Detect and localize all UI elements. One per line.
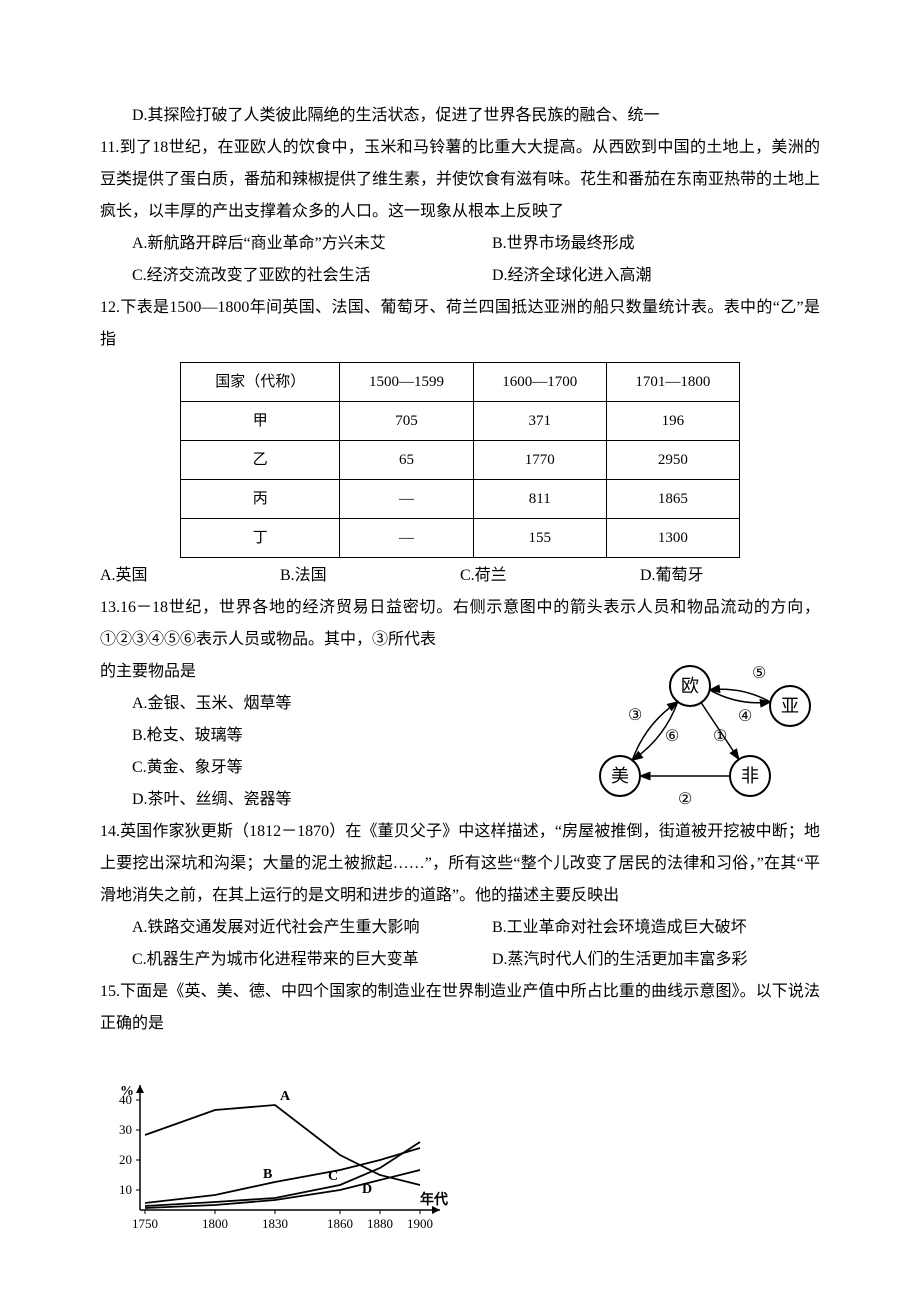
q13-option-c: C.黄金、象牙等: [100, 752, 550, 784]
svg-text:1800: 1800: [202, 1216, 228, 1231]
q12-option-d: D.葡萄牙: [640, 560, 820, 592]
q12-stem: 12.下表是1500—1800年间英国、法国、葡萄牙、荷兰四国抵达亚洲的船只数量…: [100, 292, 820, 356]
table-cell: —: [340, 519, 473, 558]
table-cell: 丁: [181, 519, 340, 558]
table-cell: —: [340, 480, 473, 519]
q14-stem: 14.英国作家狄更斯（1812－1870）在《董贝父子》中这样描述，“房屋被推倒…: [100, 816, 820, 912]
svg-text:1880: 1880: [367, 1216, 393, 1231]
table-cell: 乙: [181, 441, 340, 480]
q11-option-a: A.新航路开辟后“商业革命”方兴未艾: [100, 228, 460, 260]
svg-text:①: ①: [713, 728, 727, 745]
q13-option-b: B.枪支、玻璃等: [100, 720, 550, 752]
q12-th-3: 1701—1800: [606, 363, 739, 402]
q14-option-b: B.工业革命对社会环境造成巨大破坏: [460, 912, 820, 944]
table-cell: 1300: [606, 519, 739, 558]
q12-table: 国家（代称） 1500—1599 1600—1700 1701—1800 甲 7…: [180, 362, 740, 558]
q15-stem: 15.下面是《英、美、德、中四个国家的制造业在世界制造业产值中所占比重的曲线示意…: [100, 976, 820, 1040]
table-cell: 1770: [473, 441, 606, 480]
svg-text:年代: 年代: [420, 1191, 448, 1208]
q13-option-a: A.金银、玉米、烟草等: [100, 688, 550, 720]
table-cell: 2950: [606, 441, 739, 480]
table-cell: 1865: [606, 480, 739, 519]
svg-text:D: D: [362, 1182, 372, 1197]
q12-th-1: 1500—1599: [340, 363, 473, 402]
q12-th-2: 1600—1700: [473, 363, 606, 402]
svg-text:欧: 欧: [681, 676, 699, 696]
q11-stem: 11.到了18世纪，在亚欧人的饮食中，玉米和马铃薯的比重大大提高。从西欧到中国的…: [100, 132, 820, 228]
table-cell: 196: [606, 402, 739, 441]
svg-text:10: 10: [119, 1182, 132, 1197]
q11-option-b: B.世界市场最终形成: [460, 228, 820, 260]
q10-option-d: D.其探险打破了人类彼此隔绝的生活状态，促进了世界各民族的融合、统一: [100, 100, 820, 132]
svg-text:20: 20: [119, 1152, 132, 1167]
q11-option-d: D.经济全球化进入高潮: [460, 260, 820, 292]
q12-option-b: B.法国: [280, 560, 460, 592]
q13-stem-line2: 的主要物品是: [100, 656, 550, 688]
svg-text:B: B: [263, 1167, 272, 1182]
svg-text:C: C: [328, 1169, 338, 1184]
q11-option-c: C.经济交流改变了亚欧的社会生活: [100, 260, 460, 292]
table-cell: 811: [473, 480, 606, 519]
svg-text:%: %: [120, 1084, 134, 1099]
q14-option-c: C.机器生产为城市化进程带来的巨大变革: [100, 944, 460, 976]
q13-stem-line1: 13.16－18世纪，世界各地的经济贸易日益密切。右侧示意图中的箭头表示人员和物…: [100, 592, 820, 656]
svg-text:非: 非: [741, 766, 759, 786]
q13-diagram: 欧亚美 非 ① ② ③ ④ ⑤ ⑥: [560, 656, 820, 816]
svg-text:④: ④: [738, 708, 752, 725]
table-cell: 丙: [181, 480, 340, 519]
q13-option-d: D.茶叶、丝绸、瓷器等: [100, 784, 550, 816]
svg-text:③: ③: [628, 707, 642, 724]
q14-option-d: D.蒸汽时代人们的生活更加丰富多彩: [460, 944, 820, 976]
table-cell: 371: [473, 402, 606, 441]
svg-text:美: 美: [611, 766, 629, 786]
svg-text:②: ②: [678, 791, 692, 808]
table-cell: 705: [340, 402, 473, 441]
q15-chart: 10203040%175018001830186018801900年代ABCD: [100, 1040, 460, 1240]
q12-th-0: 国家（代称）: [181, 363, 340, 402]
table-cell: 甲: [181, 402, 340, 441]
svg-text:亚: 亚: [781, 696, 799, 716]
table-cell: 155: [473, 519, 606, 558]
table-cell: 65: [340, 441, 473, 480]
svg-text:1900: 1900: [407, 1216, 433, 1231]
svg-text:1830: 1830: [262, 1216, 288, 1231]
svg-text:A: A: [280, 1089, 291, 1104]
q12-option-c: C.荷兰: [460, 560, 640, 592]
svg-text:⑥: ⑥: [665, 728, 679, 745]
svg-text:30: 30: [119, 1122, 132, 1137]
svg-text:1860: 1860: [327, 1216, 353, 1231]
q14-option-a: A.铁路交通发展对近代社会产生重大影响: [100, 912, 460, 944]
svg-text:1750: 1750: [132, 1216, 158, 1231]
q12-option-a: A.英国: [100, 560, 280, 592]
svg-text:⑤: ⑤: [752, 665, 766, 682]
